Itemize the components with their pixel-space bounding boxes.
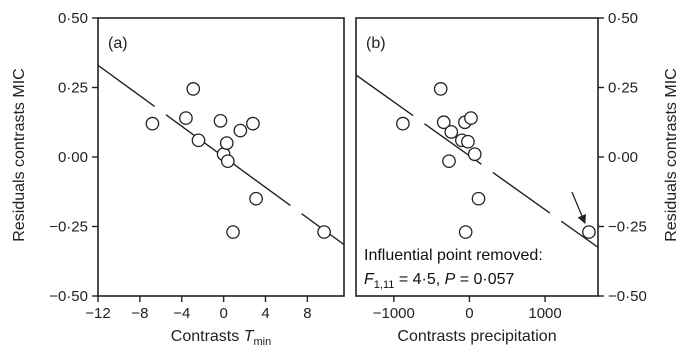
x-axis-label-a-sub: min [253, 336, 271, 348]
x-tick-label-a-4: 4 [261, 305, 269, 322]
data-point-a-7 [220, 154, 235, 169]
x-axis-label-a-main: Contrasts [171, 328, 244, 345]
x-axis-label-b: Contrasts precipitation [397, 328, 556, 345]
data-point-a-9 [246, 116, 260, 131]
x-tick-label-b-2: 1000 [528, 305, 561, 322]
stat-f-sub: 1,11 [374, 279, 395, 291]
panel-a-label: (a) [108, 35, 128, 52]
stat-f: F [364, 271, 375, 288]
y-tick-label-a-1: 0·25 [58, 80, 88, 97]
data-point-b-4 [442, 154, 456, 169]
data-point-a-2 [186, 82, 201, 96]
data-point-a-11 [226, 225, 240, 239]
y-tick-label-a-3: −0·25 [49, 219, 88, 236]
data-point-b-2 [436, 115, 451, 130]
data-point-b-3 [444, 125, 459, 139]
x-axis-label-a-italic: T [244, 328, 255, 345]
annotation-line-1: Influential point removed: [364, 247, 543, 264]
annotation-line-2: F1,11 = 4·5, P = 0·057 [364, 271, 515, 291]
stat-p: P [445, 271, 456, 288]
data-point-b-9 [467, 147, 482, 162]
x-tick-label-a-0: −12 [85, 305, 110, 322]
data-point-b-12 [582, 225, 596, 239]
data-point-a-0 [145, 116, 160, 131]
fit-line-b [356, 74, 598, 248]
panel-b-label: (b) [366, 35, 386, 52]
y-tick-label-a-2: 0·00 [58, 149, 88, 166]
y-tick-label-b-0: 0·50 [608, 10, 638, 27]
x-tick-label-a-3: 0 [219, 305, 227, 322]
influential-point-arrow [571, 191, 586, 224]
panel-b: (b) Contrasts precipitation Influential … [355, 10, 647, 345]
data-point-a-3 [191, 133, 206, 148]
data-point-a-10 [249, 191, 263, 206]
x-tick-label-b-1: 0 [465, 305, 473, 322]
stat-f-rest: = 4·5, [394, 271, 444, 288]
data-point-a-1 [179, 111, 193, 125]
data-point-b-0 [396, 116, 410, 131]
data-point-a-6 [219, 136, 234, 150]
data-point-a-4 [213, 114, 228, 128]
data-point-a-8 [233, 123, 248, 138]
x-tick-label-a-2: −4 [173, 305, 190, 322]
x-tick-label-a-1: −8 [131, 305, 148, 322]
data-point-b-7 [461, 134, 475, 149]
y-tick-label-b-3: −0·25 [608, 219, 647, 236]
y-tick-label-a-4: −0·50 [49, 288, 88, 305]
y-tick-label-b-4: −0·50 [608, 288, 647, 305]
data-point-a-12 [317, 225, 331, 239]
y-tick-label-a-0: 0·50 [58, 10, 88, 27]
y-tick-label-b-2: 0·00 [608, 149, 638, 166]
x-tick-label-b-0: −1000 [373, 305, 415, 322]
y-axis-label-left: Residuals contrasts MIC [11, 68, 28, 241]
y-axis-label-right: Residuals contrasts MIC [663, 68, 680, 241]
stat-p-rest: = 0·057 [455, 271, 514, 288]
data-point-b-11 [458, 225, 473, 239]
data-point-b-1 [433, 82, 448, 96]
data-point-b-8 [464, 111, 478, 125]
x-axis-label-a: Contrasts Tmin [171, 328, 271, 348]
y-tick-label-b-1: 0·25 [608, 80, 638, 97]
data-point-b-10 [471, 191, 486, 206]
panel-a: (a) Contrasts Tmin −12 −8 −4 0 4 8 0·50 0·25 0·0… [49, 10, 345, 348]
x-tick-label-a-5: 8 [303, 305, 311, 322]
